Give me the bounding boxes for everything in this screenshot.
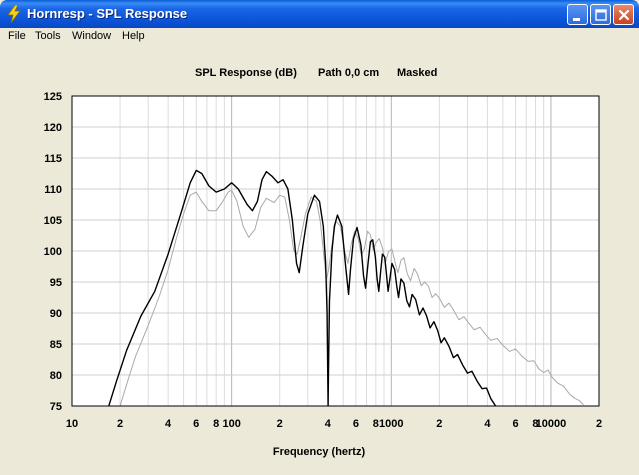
y-axis-tick-labels: 75 80 85 90 95 100 105 110 115 120 125 xyxy=(44,91,62,413)
x-tick-label: 10000 xyxy=(536,418,567,430)
maximize-icon xyxy=(595,9,607,21)
series-line-primary xyxy=(108,169,497,406)
chart-title-spl: SPL Response (dB) xyxy=(195,67,297,79)
y-tick-label: 115 xyxy=(44,153,62,165)
series-layer xyxy=(108,169,584,406)
x-axis-label: Frequency (hertz) xyxy=(273,446,366,458)
x-tick-label: 8 xyxy=(373,418,379,430)
hornresp-app-icon xyxy=(7,5,21,23)
y-tick-label: 85 xyxy=(50,339,62,351)
chart-title-masked: Masked xyxy=(397,67,437,79)
y-tick-label: 125 xyxy=(44,91,62,103)
menu-bar: File Tools Window Help xyxy=(0,28,639,46)
x-tick-label: 2 xyxy=(436,418,442,430)
x-tick-label: 8 xyxy=(213,418,219,430)
menu-file[interactable]: File xyxy=(8,30,26,42)
x-tick-label: 4 xyxy=(484,418,491,430)
x-tick-label: 100 xyxy=(222,418,240,430)
plot-frame xyxy=(71,95,600,407)
x-tick-label: 2 xyxy=(117,418,123,430)
chart-title-path: Path 0,0 cm xyxy=(318,67,379,79)
series-line-secondary xyxy=(119,189,584,406)
x-tick-label: 6 xyxy=(193,418,199,430)
x-tick-label: 10 xyxy=(66,418,78,430)
window-title: Hornresp - SPL Response xyxy=(27,6,188,21)
x-tick-label: 8 xyxy=(532,418,538,430)
x-tick-label: 4 xyxy=(325,418,332,430)
y-tick-label: 75 xyxy=(50,401,62,413)
close-button[interactable] xyxy=(613,4,634,25)
x-tick-label: 1000 xyxy=(379,418,403,430)
y-tick-label: 90 xyxy=(50,308,62,320)
x-tick-label: 6 xyxy=(353,418,359,430)
x-tick-label: 2 xyxy=(277,418,283,430)
y-tick-label: 100 xyxy=(44,246,62,258)
minimize-button[interactable] xyxy=(567,4,588,25)
menu-tools[interactable]: Tools xyxy=(35,30,61,42)
close-icon xyxy=(618,9,630,21)
menu-help[interactable]: Help xyxy=(122,30,145,42)
menu-window[interactable]: Window xyxy=(72,30,112,42)
y-tick-label: 105 xyxy=(44,215,62,227)
y-tick-label: 95 xyxy=(50,277,62,289)
minimize-icon xyxy=(573,18,580,21)
y-tick-label: 80 xyxy=(50,370,62,382)
x-tick-label: 4 xyxy=(165,418,172,430)
y-tick-label: 120 xyxy=(44,122,62,134)
spl-response-chart: SPL Response (dB) Path 0,0 cm Masked 75 8… xyxy=(44,67,602,458)
x-tick-label: 6 xyxy=(512,418,518,430)
title-bar[interactable]: Hornresp - SPL Response xyxy=(0,0,639,28)
y-tick-label: 110 xyxy=(44,184,62,196)
maximize-button[interactable] xyxy=(590,4,611,25)
x-tick-label: 2 xyxy=(596,418,602,430)
